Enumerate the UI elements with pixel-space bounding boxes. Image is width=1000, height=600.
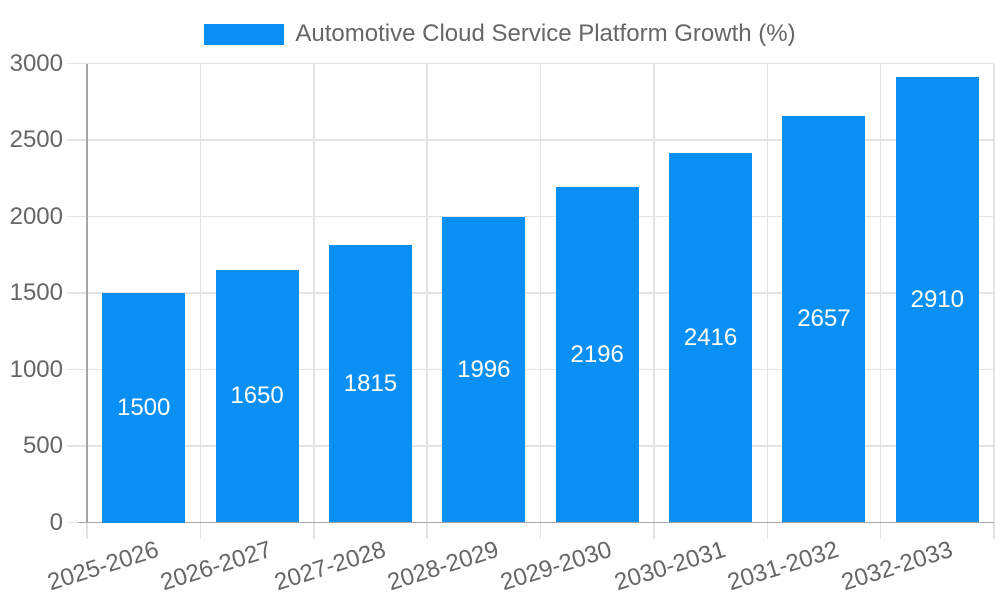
legend-item[interactable]: Automotive Cloud Service Platform Growth… bbox=[0, 20, 1000, 48]
x-gridline bbox=[199, 63, 202, 539]
x-axis-tick-label: 2031-2032 bbox=[724, 536, 843, 597]
bar[interactable] bbox=[215, 270, 299, 523]
y-gridline bbox=[67, 368, 994, 371]
bar-value-label: 1996 bbox=[457, 355, 511, 383]
bar[interactable] bbox=[102, 293, 186, 523]
x-gridline bbox=[766, 63, 768, 539]
x-axis-tick-label: 2028-2029 bbox=[384, 536, 502, 597]
y-axis-tick-label: 2000 bbox=[9, 202, 63, 230]
x-axis-tick-label: 2026-2027 bbox=[157, 536, 276, 597]
bar-value-label: 2657 bbox=[797, 305, 851, 333]
y-gridline bbox=[67, 139, 994, 141]
y-axis-tick-label: 500 bbox=[22, 432, 63, 459]
x-axis-tick-label: 2030-2031 bbox=[611, 536, 729, 597]
x-axis-tick-label: 2029-2030 bbox=[497, 536, 616, 597]
y-axis-tick-label: 0 bbox=[49, 508, 63, 536]
x-gridline bbox=[313, 63, 315, 539]
bar-value-label: 1815 bbox=[343, 369, 398, 397]
bar-value-label: 1500 bbox=[116, 393, 171, 421]
bar[interactable] bbox=[782, 115, 866, 523]
bar[interactable] bbox=[328, 244, 412, 523]
bar-value-label: 2910 bbox=[910, 285, 964, 313]
y-gridline bbox=[67, 445, 994, 447]
x-gridline bbox=[993, 63, 995, 539]
legend-label: Automotive Cloud Service Platform Growth… bbox=[295, 20, 796, 47]
y-axis-tick-label: 1500 bbox=[9, 279, 63, 306]
y-gridline bbox=[67, 292, 994, 294]
y-axis-tick-label: 3000 bbox=[9, 49, 63, 77]
bar[interactable] bbox=[895, 77, 979, 523]
y-axis-tick-label: 1000 bbox=[9, 355, 63, 383]
bar-value-label: 2416 bbox=[683, 323, 738, 351]
x-axis-tick-label: 2027-2028 bbox=[270, 536, 389, 597]
x-gridline bbox=[879, 63, 882, 539]
y-axis-line bbox=[86, 63, 88, 523]
bar-value-label: 2196 bbox=[570, 340, 624, 368]
bar[interactable] bbox=[669, 152, 753, 523]
legend-swatch bbox=[204, 23, 285, 45]
bar[interactable] bbox=[442, 217, 526, 523]
x-gridline bbox=[426, 63, 428, 539]
y-gridline bbox=[67, 215, 994, 218]
bar[interactable] bbox=[555, 186, 639, 523]
x-gridline bbox=[653, 63, 655, 539]
x-axis-tick-label: 2025-2026 bbox=[44, 536, 162, 597]
bar-value-label: 1650 bbox=[230, 382, 284, 410]
y-axis-tick-label: 2500 bbox=[9, 126, 63, 153]
x-gridline bbox=[539, 63, 542, 539]
y-gridline bbox=[67, 62, 994, 65]
x-axis-line bbox=[78, 521, 994, 524]
x-axis-tick-label: 2032-2033 bbox=[837, 536, 956, 597]
